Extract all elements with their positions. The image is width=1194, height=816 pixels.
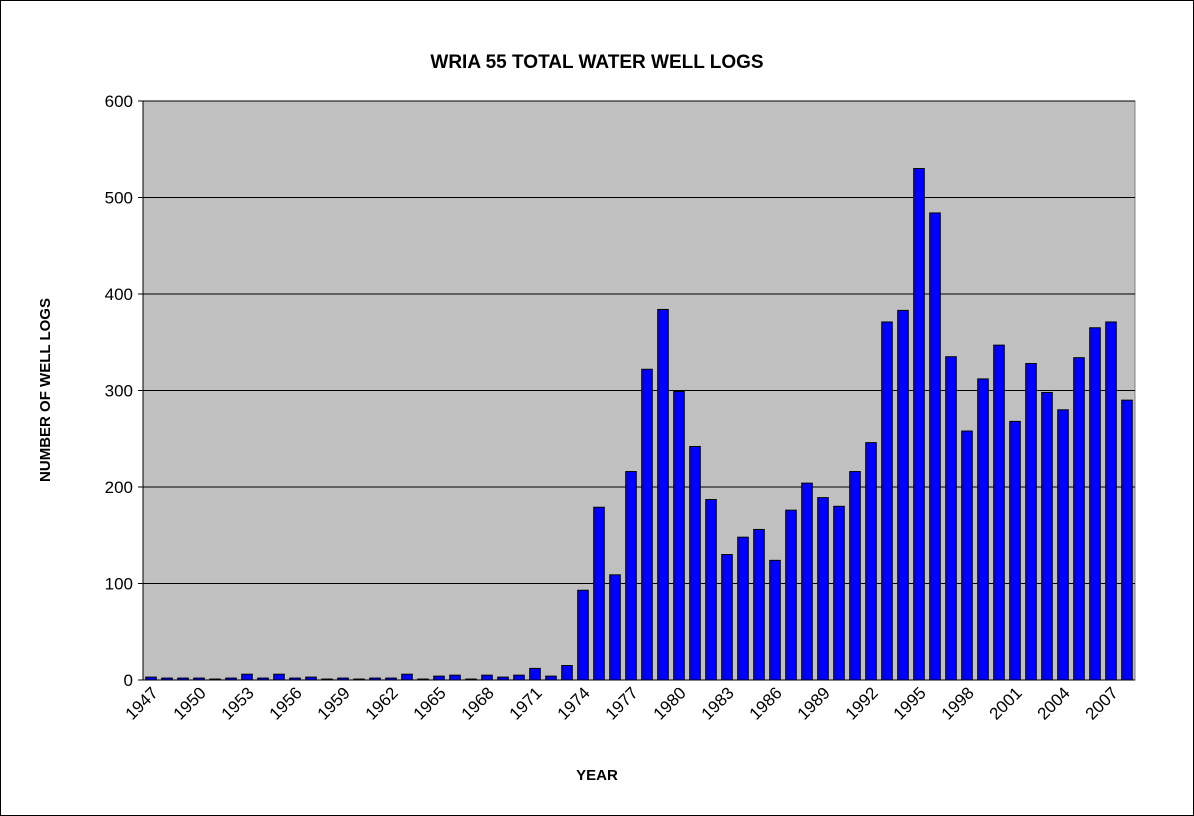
bar <box>449 674 461 681</box>
bar <box>737 536 749 681</box>
bar <box>769 559 781 681</box>
y-tick-label: 200 <box>105 478 133 497</box>
bar <box>1041 391 1053 681</box>
chart-title: WRIA 55 TOTAL WATER WELL LOGS <box>430 52 763 73</box>
bar <box>609 574 621 681</box>
x-axis-label: YEAR <box>576 767 618 784</box>
bar <box>545 675 557 681</box>
bar <box>897 309 909 681</box>
bar <box>577 589 589 681</box>
bar <box>881 321 893 681</box>
bar <box>1057 409 1069 681</box>
bar <box>273 673 285 681</box>
bar <box>689 445 701 681</box>
y-tick-label: 400 <box>105 285 133 304</box>
bar <box>1121 399 1133 681</box>
bar <box>801 482 813 681</box>
bar <box>513 674 525 681</box>
bar <box>673 390 685 681</box>
bar <box>1105 321 1117 681</box>
bar <box>913 168 925 681</box>
bar <box>929 212 941 681</box>
bar <box>961 430 973 681</box>
bar <box>433 675 445 681</box>
bar <box>945 356 957 681</box>
bar <box>625 471 637 681</box>
bar <box>993 344 1005 681</box>
bar <box>721 554 733 681</box>
y-tick-label: 100 <box>105 575 133 594</box>
bar <box>753 528 765 681</box>
bar <box>865 442 877 681</box>
y-tick-label: 600 <box>105 92 133 111</box>
bar <box>529 667 541 681</box>
y-axis-label: NUMBER OF WELL LOGS <box>37 298 54 482</box>
bar <box>657 308 669 681</box>
bar <box>1073 357 1085 681</box>
bar <box>705 499 717 681</box>
bar <box>641 368 653 681</box>
y-tick-label: 0 <box>124 671 133 690</box>
bar <box>1089 327 1101 681</box>
bar <box>1009 420 1021 681</box>
bar <box>817 497 829 681</box>
bar <box>593 506 605 681</box>
y-tick-label: 500 <box>105 189 133 208</box>
bar <box>481 674 493 681</box>
bar <box>401 673 413 681</box>
bar <box>241 673 253 681</box>
bar <box>1025 362 1037 681</box>
bar <box>849 471 861 681</box>
y-tick-label: 300 <box>105 382 133 401</box>
bar <box>561 665 573 681</box>
bar <box>785 509 797 681</box>
bar <box>977 378 989 681</box>
bar <box>833 505 845 681</box>
